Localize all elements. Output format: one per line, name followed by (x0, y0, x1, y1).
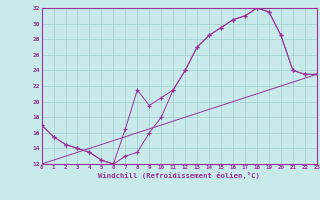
X-axis label: Windchill (Refroidissement éolien,°C): Windchill (Refroidissement éolien,°C) (98, 172, 260, 179)
